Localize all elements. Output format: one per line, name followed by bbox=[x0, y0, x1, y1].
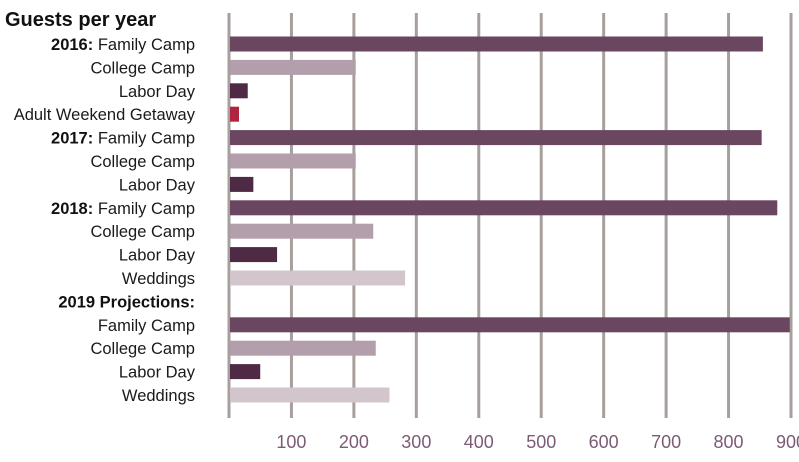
bar bbox=[230, 317, 790, 333]
category-label: Labor Day bbox=[119, 176, 196, 194]
category-label: 2018: Family Camp bbox=[51, 200, 195, 218]
bar bbox=[230, 387, 390, 403]
group-label: 2016: bbox=[51, 36, 98, 54]
x-tick-label: 200 bbox=[339, 432, 369, 452]
x-tick-label: 300 bbox=[401, 432, 431, 452]
bar bbox=[230, 130, 762, 146]
bar bbox=[230, 223, 374, 239]
x-tick-label: 900 bbox=[776, 432, 799, 452]
series-label: Weddings bbox=[122, 387, 195, 405]
bar bbox=[230, 36, 763, 52]
category-label: College Camp bbox=[90, 153, 195, 171]
category-label: College Camp bbox=[90, 223, 195, 241]
series-label: College Camp bbox=[90, 340, 195, 358]
series-label: College Camp bbox=[90, 59, 195, 77]
bar bbox=[230, 59, 356, 75]
grid-lines bbox=[227, 13, 793, 418]
series-label: Labor Day bbox=[119, 364, 196, 382]
category-labels: 2016: Family Camp College Camp Labor Day Ad… bbox=[14, 36, 196, 405]
series-label: Adult Weekend Getaway bbox=[14, 106, 196, 124]
group-label: 2019 Projections: bbox=[58, 293, 195, 311]
category-label: 2017: Family Camp bbox=[51, 130, 195, 148]
x-tick-label: 500 bbox=[526, 432, 556, 452]
bar bbox=[230, 106, 239, 122]
bar bbox=[230, 153, 356, 169]
x-tick-label: 800 bbox=[714, 432, 744, 452]
category-label: Labor Day bbox=[119, 247, 196, 265]
series-label: Labor Day bbox=[119, 176, 196, 194]
bars bbox=[230, 36, 790, 403]
bar bbox=[230, 200, 778, 216]
category-label: 2019 Projections: bbox=[58, 293, 195, 311]
category-label: College Camp bbox=[90, 340, 195, 358]
bar bbox=[230, 247, 278, 263]
bar bbox=[230, 83, 248, 99]
series-label: Family Camp bbox=[98, 200, 195, 218]
category-label: Family Camp bbox=[98, 317, 195, 335]
series-label: College Camp bbox=[90, 223, 195, 241]
series-label: Family Camp bbox=[98, 36, 195, 54]
category-label: Labor Day bbox=[119, 364, 196, 382]
category-label: Labor Day bbox=[119, 83, 196, 101]
chart-title: Guests per year bbox=[5, 9, 156, 31]
category-label: Weddings bbox=[122, 270, 195, 288]
x-tick-label: 700 bbox=[651, 432, 681, 452]
category-label: Weddings bbox=[122, 387, 195, 405]
series-label: Family Camp bbox=[98, 130, 195, 148]
group-label: 2017: bbox=[51, 130, 98, 148]
category-label: 2016: Family Camp bbox=[51, 36, 195, 54]
group-label: 2018: bbox=[51, 200, 98, 218]
series-label: Labor Day bbox=[119, 83, 196, 101]
x-tick-label: 100 bbox=[276, 432, 306, 452]
x-tick-label: 600 bbox=[589, 432, 619, 452]
bar bbox=[230, 364, 261, 380]
x-tick-label: 400 bbox=[464, 432, 494, 452]
series-label: Weddings bbox=[122, 270, 195, 288]
bar bbox=[230, 176, 254, 192]
category-label: College Camp bbox=[90, 59, 195, 77]
category-label: Adult Weekend Getaway bbox=[14, 106, 196, 124]
x-axis-ticks: 100 200 300 400 500 600 700 800 900 bbox=[276, 432, 799, 452]
bar bbox=[230, 270, 406, 286]
series-label: College Camp bbox=[90, 153, 195, 171]
bar bbox=[230, 340, 376, 356]
series-label: Labor Day bbox=[119, 247, 196, 265]
series-label: Family Camp bbox=[98, 317, 195, 335]
